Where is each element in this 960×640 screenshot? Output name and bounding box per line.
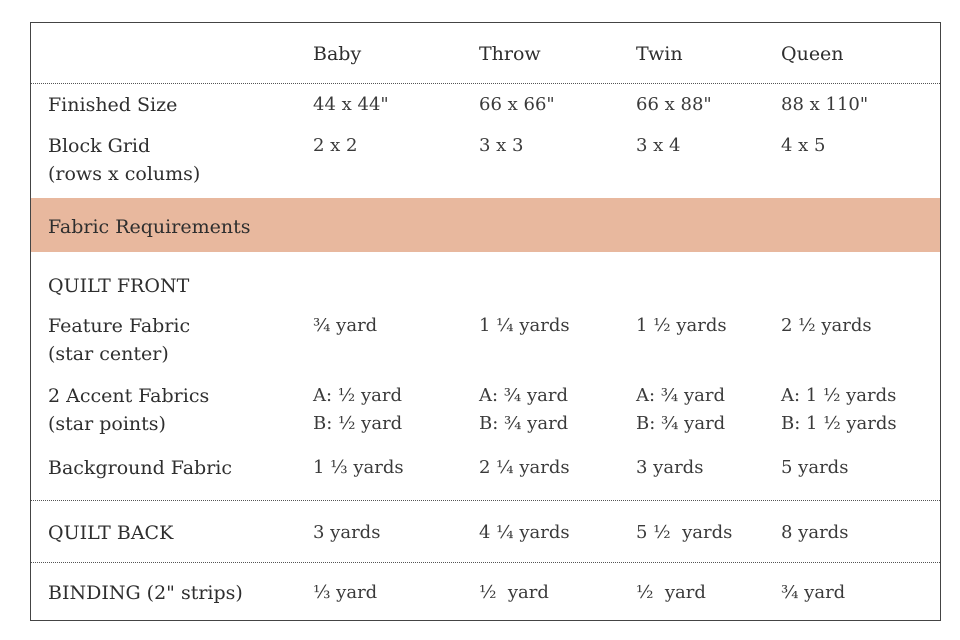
cell-value: 2 ¼ yards xyxy=(479,457,570,478)
cell-value: 1 ⅓ yards xyxy=(313,457,404,478)
row-label: (star points) xyxy=(48,413,166,435)
cell-value: 3 x 3 xyxy=(479,135,524,156)
cell-value: 2 ½ yards xyxy=(781,315,872,336)
cell-value: 5 yards xyxy=(781,457,849,478)
cell-value: ¾ yard xyxy=(313,315,378,336)
row-label: (rows x colums) xyxy=(48,163,201,185)
divider xyxy=(31,562,940,563)
cell-value: 44 x 44" xyxy=(313,94,389,115)
cell-value: B: ¾ yard xyxy=(479,413,569,434)
cell-value: ½ yard xyxy=(479,582,549,603)
row-label: QUILT FRONT xyxy=(48,275,190,297)
cell-value: ¾ yard xyxy=(781,582,846,603)
column-header: Throw xyxy=(479,43,541,65)
section-band xyxy=(31,198,940,252)
column-header: Queen xyxy=(781,43,844,65)
cell-value: 3 yards xyxy=(636,457,704,478)
cell-value: ½ yard xyxy=(636,582,706,603)
table-border xyxy=(30,22,941,621)
row-label: QUILT BACK xyxy=(48,522,174,544)
column-header: Twin xyxy=(636,43,683,65)
column-header: Baby xyxy=(313,43,362,65)
cell-value: B: ¾ yard xyxy=(636,413,726,434)
row-label: 2 Accent Fabrics xyxy=(48,385,210,407)
divider xyxy=(31,500,940,501)
cell-value: ⅓ yard xyxy=(313,582,378,603)
cell-value: 5 ½ yards xyxy=(636,522,733,543)
cell-value: 4 ¼ yards xyxy=(479,522,570,543)
cell-value: 1 ¼ yards xyxy=(479,315,570,336)
cell-value: 1 ½ yards xyxy=(636,315,727,336)
row-label: (star center) xyxy=(48,343,169,365)
row-label: Background Fabric xyxy=(48,457,232,479)
cell-value: 3 yards xyxy=(313,522,381,543)
row-label: Feature Fabric xyxy=(48,315,191,337)
cell-value: 2 x 2 xyxy=(313,135,358,156)
row-label: Finished Size xyxy=(48,94,178,116)
cell-value: 4 x 5 xyxy=(781,135,826,156)
cell-value: 8 yards xyxy=(781,522,849,543)
cell-value: B: ½ yard xyxy=(313,413,403,434)
cell-value: 66 x 66" xyxy=(479,94,555,115)
cell-value: 88 x 110" xyxy=(781,94,869,115)
row-label: Block Grid xyxy=(48,135,151,157)
cell-value: A: ¾ yard xyxy=(636,385,725,406)
cell-value: B: 1 ½ yards xyxy=(781,413,897,434)
divider xyxy=(31,83,940,84)
row-label: BINDING (2" strips) xyxy=(48,582,243,604)
cell-value: 3 x 4 xyxy=(636,135,681,156)
cell-value: A: ¾ yard xyxy=(479,385,568,406)
cell-value: A: ½ yard xyxy=(313,385,402,406)
cell-value: A: 1 ½ yards xyxy=(781,385,897,406)
section-title: Fabric Requirements xyxy=(48,216,251,238)
cell-value: 66 x 88" xyxy=(636,94,712,115)
